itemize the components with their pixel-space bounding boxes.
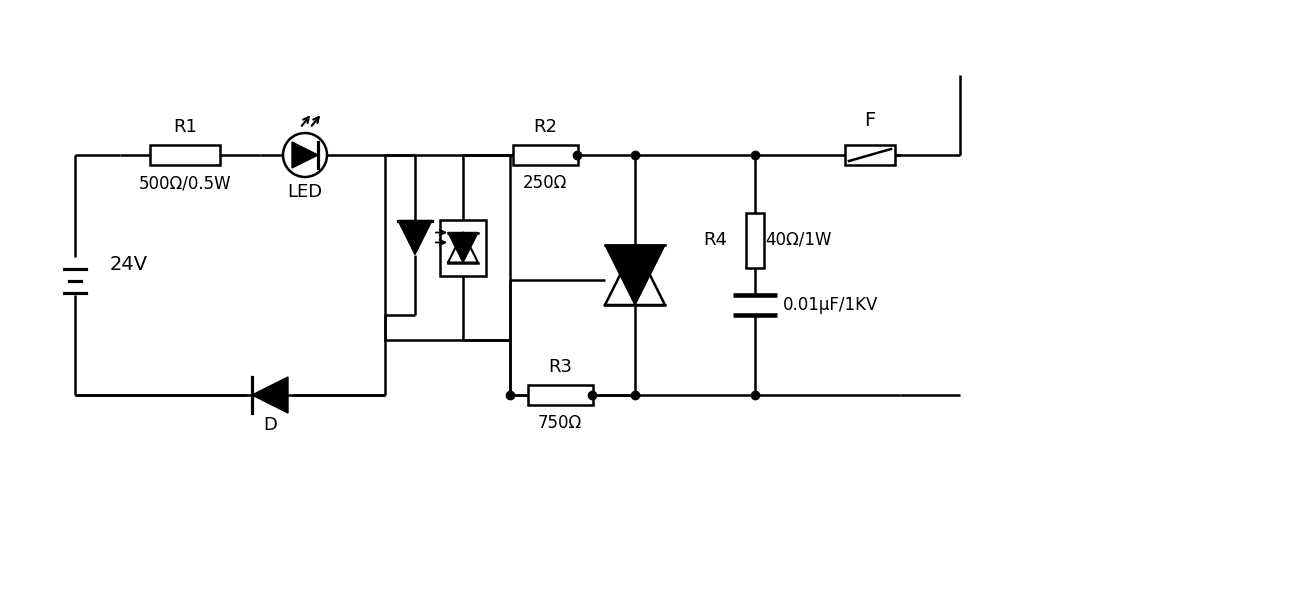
- Text: R1: R1: [173, 118, 196, 136]
- Text: 500Ω/0.5W: 500Ω/0.5W: [139, 174, 231, 192]
- Text: 750Ω: 750Ω: [538, 414, 582, 432]
- Polygon shape: [252, 377, 289, 413]
- Text: D: D: [263, 416, 277, 434]
- Text: LED: LED: [287, 183, 322, 201]
- Bar: [528, 385, 593, 405]
- Polygon shape: [448, 232, 478, 263]
- Bar: [150, 145, 220, 165]
- Text: R4: R4: [703, 231, 727, 249]
- Text: R3: R3: [549, 358, 572, 376]
- Bar: [385, 155, 510, 340]
- Bar: [746, 212, 764, 268]
- Bar: [512, 145, 577, 165]
- Bar: [439, 220, 486, 275]
- Bar: [845, 145, 894, 165]
- Text: R2: R2: [533, 118, 556, 136]
- Polygon shape: [398, 220, 432, 254]
- Text: 0.01μF/1KV: 0.01μF/1KV: [783, 296, 879, 314]
- Text: F: F: [864, 110, 876, 130]
- Text: 40Ω/1W: 40Ω/1W: [764, 231, 832, 249]
- Polygon shape: [604, 245, 666, 305]
- Text: 250Ω: 250Ω: [523, 174, 567, 192]
- Circle shape: [283, 133, 328, 177]
- Polygon shape: [292, 142, 318, 168]
- Text: 24V: 24V: [111, 256, 148, 275]
